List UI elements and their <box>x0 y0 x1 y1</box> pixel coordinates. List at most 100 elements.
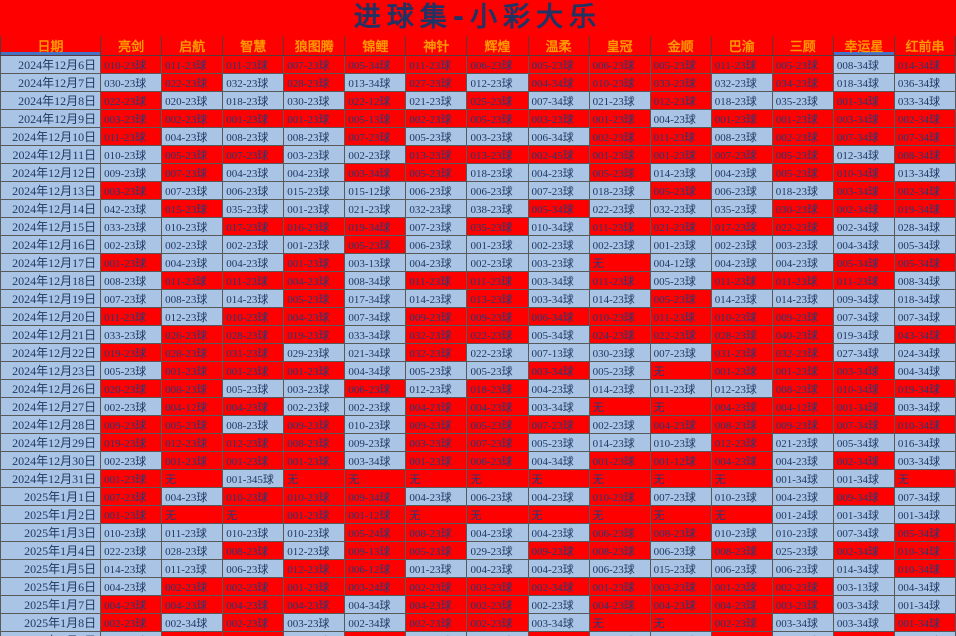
value-cell[interactable]: 029-23球 <box>283 343 346 362</box>
value-cell[interactable]: 004-23球 <box>100 577 163 596</box>
value-cell[interactable]: 无 <box>893 469 956 488</box>
date-cell[interactable]: 2025年1月4日 <box>0 541 102 560</box>
value-cell[interactable]: 008-23球 <box>710 541 773 560</box>
value-cell[interactable]: 007-23球 <box>344 127 407 146</box>
value-cell[interactable]: 018-23球 <box>710 91 773 110</box>
value-cell[interactable]: 003-13球 <box>344 253 407 272</box>
value-cell[interactable]: 005-34球 <box>527 199 590 218</box>
value-cell[interactable]: 001-23球 <box>588 631 651 636</box>
value-cell[interactable]: 004-23球 <box>710 451 773 470</box>
value-cell[interactable]: 007-23球 <box>527 181 590 200</box>
value-cell[interactable]: 001-34球 <box>832 91 895 110</box>
value-cell[interactable]: 003-23球 <box>771 235 834 254</box>
value-cell[interactable]: 003-34球 <box>893 631 956 636</box>
value-cell[interactable]: 011-23球 <box>832 271 895 290</box>
column-header[interactable]: 锦鲤 <box>344 36 407 56</box>
value-cell[interactable]: 005-23球 <box>588 163 651 182</box>
value-cell[interactable]: 021-23球 <box>588 91 651 110</box>
value-cell[interactable]: 003-24球 <box>344 577 407 596</box>
value-cell[interactable]: 无 <box>527 631 590 636</box>
value-cell[interactable]: 002-23球 <box>588 415 651 434</box>
value-cell[interactable]: 011-23球 <box>771 271 834 290</box>
value-cell[interactable]: 021-23球 <box>649 217 712 236</box>
value-cell[interactable]: 030-23球 <box>283 91 346 110</box>
value-cell[interactable]: 003-23球 <box>161 631 224 636</box>
date-cell[interactable]: 2025年1月2日 <box>0 505 102 524</box>
value-cell[interactable]: 040-23球 <box>771 325 834 344</box>
value-cell[interactable]: 013-34球 <box>344 73 407 92</box>
value-cell[interactable]: 002-34球 <box>527 577 590 596</box>
value-cell[interactable]: 019-23球 <box>100 343 163 362</box>
value-cell[interactable]: 004-23球 <box>405 397 468 416</box>
value-cell[interactable]: 002-23球 <box>710 235 773 254</box>
date-cell[interactable]: 2024年12月19日 <box>0 289 102 308</box>
value-cell[interactable]: 004-23球 <box>283 271 346 290</box>
value-cell[interactable]: 003-13球 <box>832 577 895 596</box>
value-cell[interactable]: 无 <box>161 469 224 488</box>
value-cell[interactable]: 004-12球 <box>649 253 712 272</box>
value-cell[interactable]: 007-23球 <box>466 433 529 452</box>
value-cell[interactable]: 002-34球 <box>832 199 895 218</box>
value-cell[interactable]: 011-23球 <box>405 55 468 74</box>
value-cell[interactable]: 003-23球 <box>771 595 834 614</box>
date-cell[interactable]: 2024年12月10日 <box>0 127 102 146</box>
value-cell[interactable]: 006-23球 <box>466 181 529 200</box>
value-cell[interactable]: 005-23球 <box>771 163 834 182</box>
value-cell[interactable]: 无 <box>527 505 590 524</box>
value-cell[interactable]: 008-23球 <box>649 523 712 542</box>
value-cell[interactable]: 无 <box>710 505 773 524</box>
value-cell[interactable]: 004-23球 <box>100 631 163 636</box>
value-cell[interactable]: 010-23球 <box>588 487 651 506</box>
value-cell[interactable]: 006-23球 <box>588 559 651 578</box>
date-cell[interactable]: 2024年12月26日 <box>0 379 102 398</box>
value-cell[interactable]: 002-23球 <box>466 595 529 614</box>
value-cell[interactable]: 018-34球 <box>832 73 895 92</box>
value-cell[interactable]: 006-23球 <box>344 379 407 398</box>
value-cell[interactable]: 010-34球 <box>893 559 956 578</box>
column-header[interactable]: 辉煌 <box>466 36 529 56</box>
date-cell[interactable]: 2024年12月13日 <box>0 181 102 200</box>
value-cell[interactable]: 002-23球 <box>466 613 529 632</box>
column-header[interactable]: 日期 <box>0 36 102 56</box>
value-cell[interactable]: 009-34球 <box>344 487 407 506</box>
value-cell[interactable]: 010-23球 <box>710 487 773 506</box>
date-cell[interactable]: 2024年12月8日 <box>0 91 102 110</box>
value-cell[interactable]: 011-23球 <box>161 523 224 542</box>
column-header[interactable]: 巴渝 <box>710 36 773 56</box>
value-cell[interactable]: 002-23球 <box>161 235 224 254</box>
value-cell[interactable]: 001-34球 <box>893 505 956 524</box>
value-cell[interactable]: 008-23球 <box>710 415 773 434</box>
value-cell[interactable]: 004-23球 <box>527 487 590 506</box>
value-cell[interactable]: 032-23球 <box>405 343 468 362</box>
value-cell[interactable]: 006-23球 <box>466 487 529 506</box>
value-cell[interactable]: 002-34球 <box>832 541 895 560</box>
column-header[interactable]: 智慧 <box>222 36 285 56</box>
value-cell[interactable]: 001-23球 <box>466 235 529 254</box>
value-cell[interactable]: 002-23球 <box>588 127 651 146</box>
value-cell[interactable]: 002-23球 <box>222 613 285 632</box>
value-cell[interactable]: 011-23球 <box>649 127 712 146</box>
value-cell[interactable]: 008-23球 <box>283 433 346 452</box>
value-cell[interactable]: 005-23球 <box>771 145 834 164</box>
value-cell[interactable]: 002-34球 <box>832 217 895 236</box>
value-cell[interactable]: 012-23球 <box>649 91 712 110</box>
value-cell[interactable]: 009-23球 <box>527 541 590 560</box>
value-cell[interactable]: 004-23球 <box>283 163 346 182</box>
value-cell[interactable]: 010-23球 <box>283 523 346 542</box>
value-cell[interactable]: 001-23球 <box>466 631 529 636</box>
value-cell[interactable]: 001-23球 <box>100 505 163 524</box>
value-cell[interactable]: 006-23球 <box>466 55 529 74</box>
value-cell[interactable]: 014-23球 <box>405 289 468 308</box>
column-header[interactable]: 皇冠 <box>588 36 651 56</box>
value-cell[interactable]: 008-34球 <box>893 145 956 164</box>
value-cell[interactable]: 007-23球 <box>405 217 468 236</box>
value-cell[interactable]: 002-23球 <box>100 451 163 470</box>
value-cell[interactable]: 014-34球 <box>893 55 956 74</box>
value-cell[interactable]: 032-23球 <box>771 343 834 362</box>
value-cell[interactable]: 004-23球 <box>588 595 651 614</box>
value-cell[interactable]: 002-23球 <box>405 613 468 632</box>
value-cell[interactable]: 004-34球 <box>527 451 590 470</box>
value-cell[interactable]: 006-23球 <box>466 451 529 470</box>
column-header[interactable]: 启航 <box>161 36 224 56</box>
value-cell[interactable]: 009-23球 <box>344 433 407 452</box>
